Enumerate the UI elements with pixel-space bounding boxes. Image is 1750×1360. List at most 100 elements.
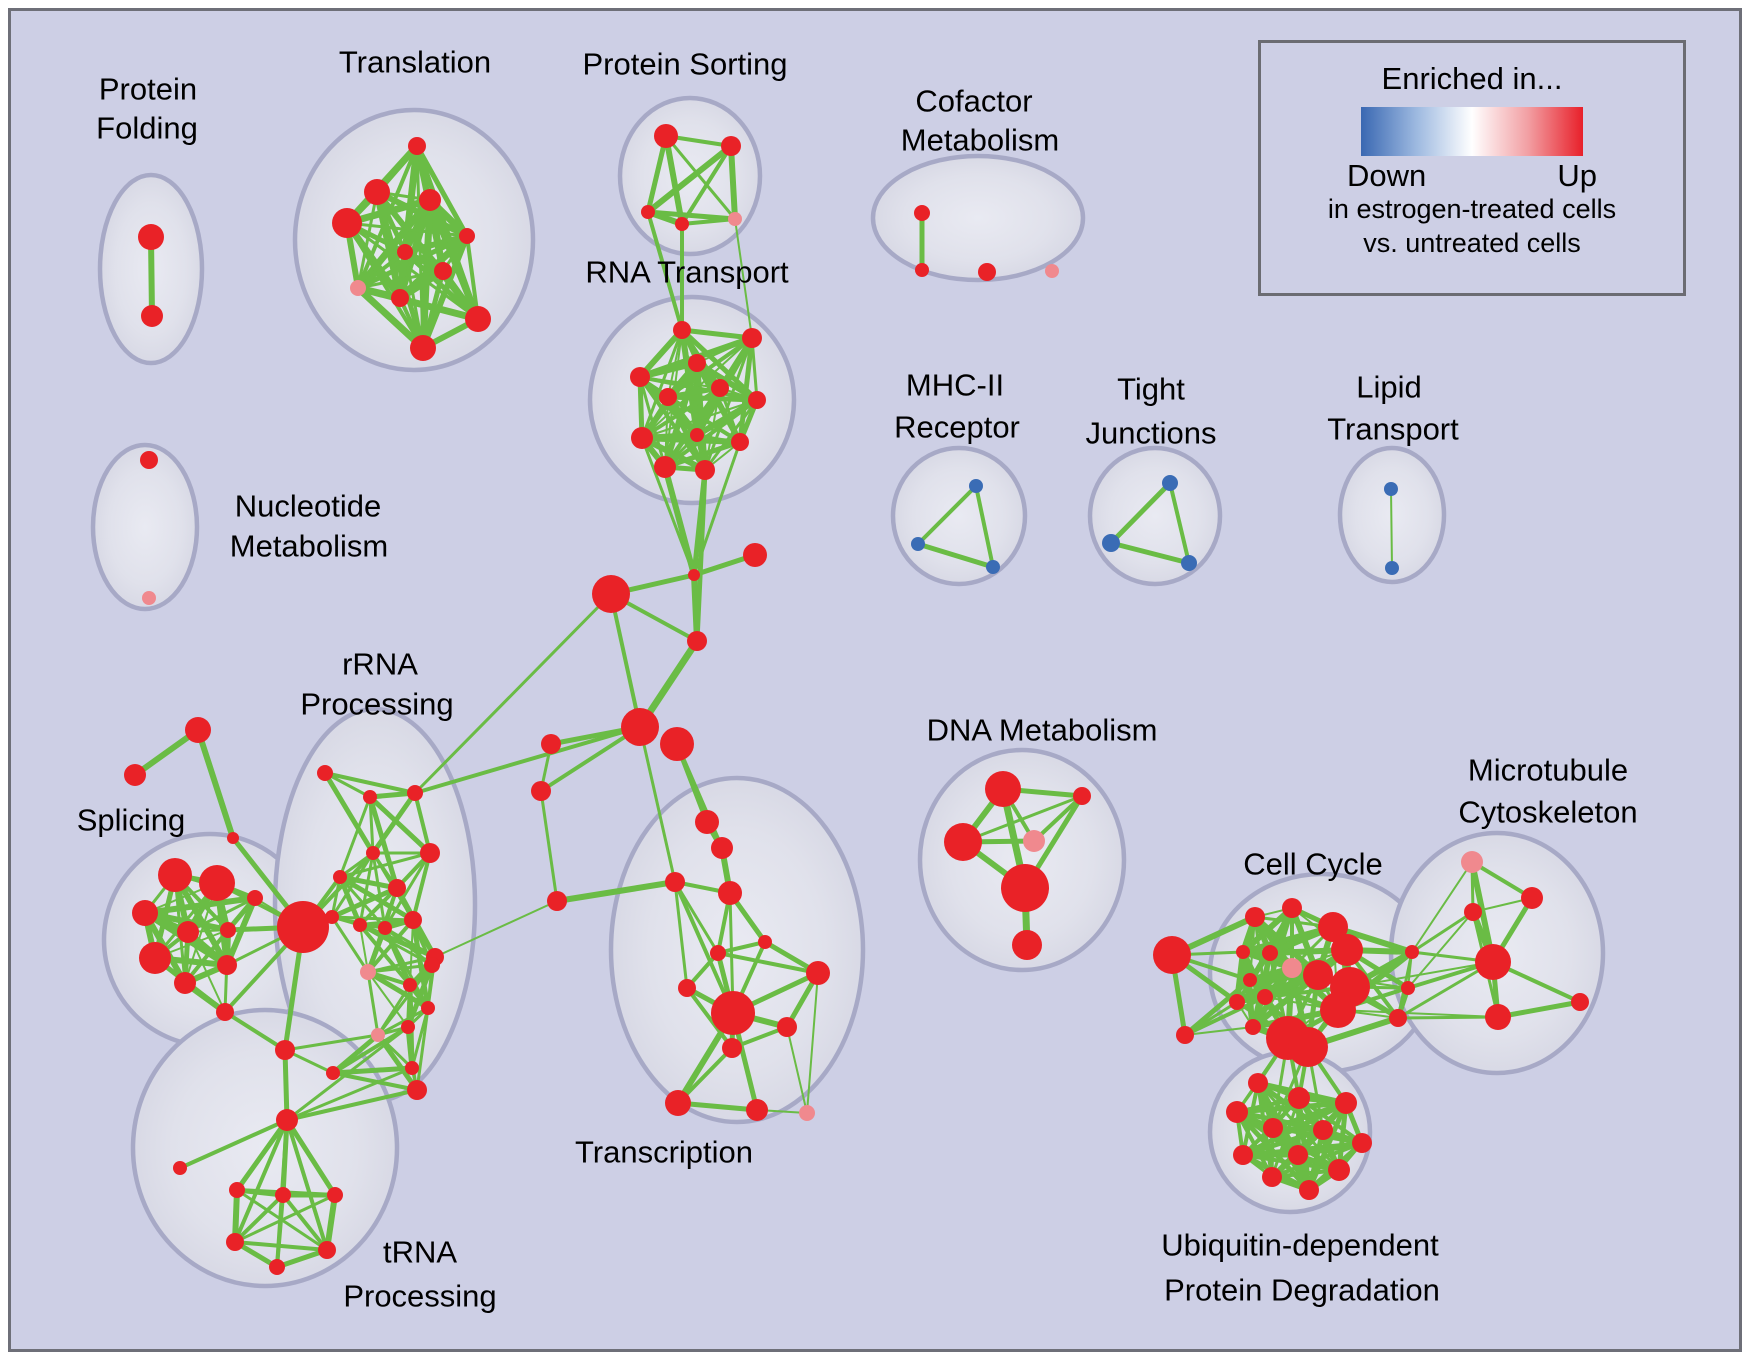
- gene-set-node-splicing: [139, 942, 171, 974]
- edge-rna-transport: [637, 327, 685, 380]
- gene-set-node-rna-transport: [742, 328, 762, 348]
- edge-connector: [609, 592, 642, 729]
- gene-set-node-cofactor: [1045, 264, 1059, 278]
- gene-set-node-rrna: [403, 978, 417, 992]
- gene-set-node-rna-transport: [690, 428, 704, 442]
- gene-set-node-microtubule: [1461, 851, 1483, 873]
- edge-protein-sorting: [680, 217, 737, 226]
- gene-set-node-protein-sorting: [721, 136, 741, 156]
- edge-rrna: [330, 1065, 415, 1076]
- edge-sptri: [195, 727, 236, 841]
- gene-set-node-rna-transport: [630, 367, 650, 387]
- edge-rrna: [366, 963, 434, 974]
- edge-rrna: [323, 771, 417, 795]
- cluster-label: Protein: [99, 72, 197, 107]
- edge-ubiquitin: [1270, 1168, 1341, 1179]
- edge-transcription: [675, 1100, 760, 1113]
- gene-set-node-rna-transport: [688, 354, 706, 372]
- gene-set-node-cellcycle: [1257, 989, 1273, 1005]
- gene-set-node-transcription: [710, 945, 726, 961]
- gene-set-node-rrna: [420, 843, 440, 863]
- gene-set-node-rrna: [371, 1028, 385, 1042]
- edge-splicing: [183, 896, 257, 985]
- gene-set-node-ubiquitin: [1352, 1133, 1372, 1153]
- cluster-label: Splicing: [77, 803, 186, 838]
- gene-set-node-trna: [327, 1187, 343, 1203]
- gene-set-node-nucleotide: [142, 591, 156, 605]
- gene-set-node-cellcycle: [1282, 958, 1302, 978]
- gene-set-node-trna: [275, 1187, 291, 1203]
- gene-set-node-ubiquitin: [1335, 1092, 1357, 1114]
- gene-set-node-trna: [173, 1161, 187, 1175]
- gene-set-node-cellcycle: [1245, 907, 1265, 927]
- edge-tight: [1108, 480, 1173, 546]
- gene-set-node-microtubule: [1475, 944, 1511, 980]
- cluster-label: Cytoskeleton: [1458, 795, 1637, 830]
- gene-set-node-ubiquitin: [1226, 1101, 1248, 1123]
- gene-set-node-cellcycle: [1303, 960, 1333, 990]
- cluster-label: Metabolism: [901, 123, 1060, 158]
- edge-rna-transport: [679, 327, 755, 341]
- gene-set-node-rrna: [275, 1040, 295, 1060]
- gene-set-node-dna: [985, 771, 1021, 807]
- gene-set-node-dna: [1023, 830, 1045, 852]
- cluster-ellipse-mhc: [890, 445, 1028, 587]
- edge-mhc: [974, 484, 995, 569]
- gene-set-node-cofactor: [915, 263, 929, 277]
- cluster-label: Metabolism: [230, 529, 389, 564]
- gene-set-node-transcription: [711, 837, 733, 859]
- gene-set-node-transcription: [665, 1090, 691, 1116]
- cluster-label: Microtubule: [1468, 753, 1628, 788]
- gene-set-node-splicing: [247, 890, 263, 906]
- edge-tight: [1168, 481, 1191, 565]
- edge-protein-sorting: [663, 133, 685, 227]
- gene-set-node-transcription: [746, 1099, 768, 1121]
- gene-set-node-connector: [541, 734, 561, 754]
- gene-set-node-trna: [229, 1182, 245, 1198]
- edge-rna-transport: [665, 394, 760, 403]
- edge-trna: [275, 1193, 285, 1269]
- cluster-label: Processing: [300, 687, 453, 722]
- edge-rrna: [367, 971, 409, 1028]
- edge-connector: [539, 725, 642, 793]
- gene-set-node-dna: [1073, 787, 1091, 805]
- gene-set-node-sptri: [227, 832, 239, 844]
- gene-set-node-mhc: [986, 560, 1000, 574]
- edge-link: [1407, 911, 1474, 989]
- gene-set-node-tight: [1102, 534, 1120, 552]
- gene-set-node-transcription: [711, 991, 755, 1035]
- edge-rrna: [370, 790, 418, 856]
- edge-mhc: [915, 541, 996, 570]
- edge-splicing: [172, 872, 230, 968]
- gene-set-node-rna-transport: [748, 391, 766, 409]
- edge-rna-transport: [703, 336, 754, 472]
- edge-cellcycle: [1183, 1000, 1239, 1037]
- edge-rrna: [411, 851, 432, 922]
- gene-set-node-cofactor: [914, 205, 930, 221]
- edge-link: [223, 1010, 287, 1052]
- edge-rrna: [366, 970, 380, 1037]
- gene-set-node-ubiquitin: [1263, 1118, 1283, 1138]
- edge-protein-sorting: [645, 133, 669, 215]
- edge-mhc: [916, 484, 978, 546]
- edge-protein-sorting: [645, 209, 738, 222]
- gene-set-node-cellcycle: [1243, 973, 1257, 987]
- gene-set-node-cellcycle: [1401, 981, 1415, 995]
- edge-link: [734, 218, 753, 339]
- edge-rrna: [367, 794, 433, 856]
- cluster-label: Translation: [339, 45, 491, 80]
- cluster-label: Cell Cycle: [1243, 847, 1383, 882]
- edge-rrna: [371, 851, 387, 930]
- gene-set-node-trna: [226, 1233, 244, 1251]
- edge-rna-transport: [694, 360, 743, 445]
- edge-cellcycle: [1248, 906, 1294, 982]
- cluster-ellipse-tight: [1087, 445, 1223, 587]
- edge-cellcycle: [1184, 1026, 1254, 1036]
- gene-set-node-connector: [621, 708, 659, 746]
- gene-set-node-rna-transport: [711, 379, 729, 397]
- gene-set-node-microtubule: [1521, 887, 1543, 909]
- gene-set-node-cellcycle: [1236, 945, 1250, 959]
- edge-translation: [356, 269, 445, 290]
- edge-translation: [398, 296, 480, 321]
- gene-set-node-dna: [944, 823, 982, 861]
